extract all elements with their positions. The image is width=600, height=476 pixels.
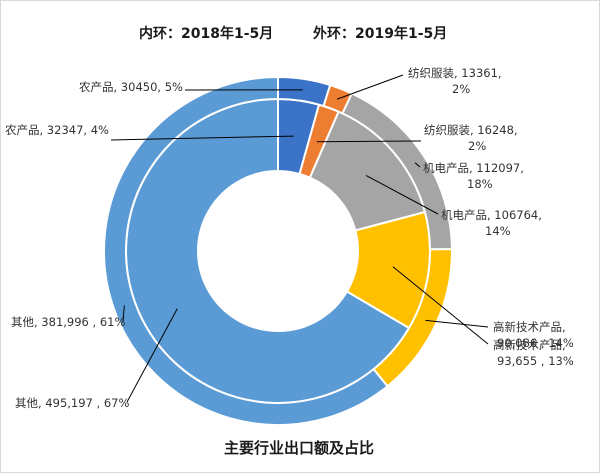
inner-label-mech: 机电产品, 106764,14% (441, 208, 542, 238)
outer-label-textile: 纺织服装, 13361,2% (408, 66, 502, 96)
inner-label-textile: 纺织服装, 16248,2% (424, 123, 518, 153)
outer-label-other: 其他, 381,996 , 61% (11, 315, 125, 329)
inner-label-other: 其他, 495,197 , 67% (15, 396, 129, 410)
subtitle-outer: 外环：2019年1-5月 (313, 25, 447, 42)
inner-label-agri: 农产品, 32347, 4% (5, 123, 109, 137)
subtitle-inner: 内环：2018年1-5月 (139, 25, 273, 42)
outer-label-agri: 农产品, 30450, 5% (79, 80, 183, 94)
chart-title: 主要行业出口额及占比 (224, 439, 374, 457)
inner-leader-textile (317, 141, 421, 142)
outer-leader-textile (337, 75, 403, 99)
outer-label-hightech: 高新技术产品,90,086 , 14% (493, 320, 574, 350)
